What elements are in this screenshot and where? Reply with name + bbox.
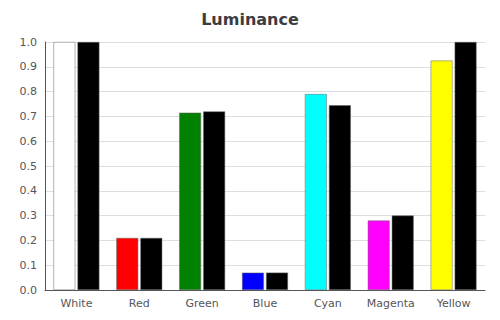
svg-text:0.4: 0.4 — [20, 184, 38, 197]
svg-text:0.0: 0.0 — [20, 284, 38, 297]
svg-text:Yellow: Yellow — [436, 297, 471, 310]
svg-text:Red: Red — [129, 297, 150, 310]
svg-text:1.0: 1.0 — [20, 36, 38, 49]
svg-text:0.2: 0.2 — [20, 234, 38, 247]
svg-text:Cyan: Cyan — [314, 297, 342, 310]
svg-text:Green: Green — [185, 297, 218, 310]
svg-text:0.8: 0.8 — [20, 85, 38, 98]
svg-text:White: White — [60, 297, 92, 310]
svg-text:0.9: 0.9 — [20, 60, 38, 73]
svg-text:0.6: 0.6 — [20, 135, 38, 148]
svg-text:Luminance: Luminance — [201, 10, 299, 29]
svg-text:0.5: 0.5 — [20, 160, 38, 173]
svg-text:0.1: 0.1 — [20, 259, 38, 272]
svg-text:0.7: 0.7 — [20, 110, 38, 123]
svg-text:Blue: Blue — [253, 297, 278, 310]
svg-text:0.3: 0.3 — [20, 209, 38, 222]
svg-text:Magenta: Magenta — [367, 297, 415, 310]
